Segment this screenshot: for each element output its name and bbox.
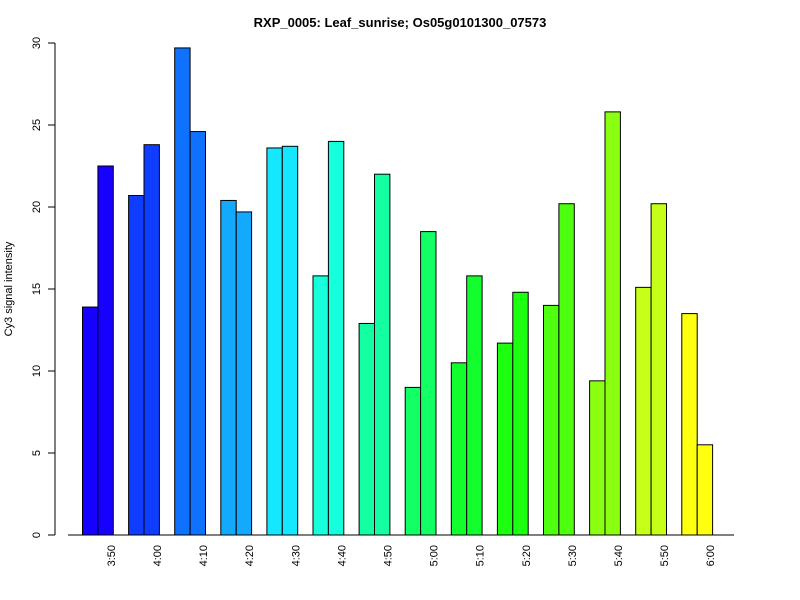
y-tick-label: 0 <box>31 532 43 538</box>
bar-420-1 <box>220 199 237 536</box>
x-tick-label: 4:20 <box>244 545 256 566</box>
x-tick-label: 4:00 <box>152 545 164 566</box>
x-tick-label: 5:40 <box>613 545 625 566</box>
bar-350-1 <box>82 306 99 536</box>
x-tick-label: 5:30 <box>567 545 579 566</box>
y-tick-label: 25 <box>31 119 43 131</box>
bar-350-2 <box>97 165 114 536</box>
y-tick-label: 15 <box>31 283 43 295</box>
bars <box>82 47 714 536</box>
bar-440-1 <box>312 275 329 536</box>
x-tick-label: 5:20 <box>521 545 533 566</box>
bar-400-1 <box>128 195 145 536</box>
bar-600-1 <box>681 313 698 536</box>
y-tick-label: 10 <box>31 365 43 377</box>
x-axis: 3:50 4:00 4:10 4:20 4:30 4:40 4:50 5:00 5:10 5:20… <box>68 534 734 566</box>
bar-540-1 <box>589 380 606 536</box>
bar-410-2 <box>189 131 207 536</box>
bar-430-1 <box>266 147 283 536</box>
bar-500-1 <box>404 386 422 536</box>
bar-530-2 <box>558 203 575 536</box>
x-tick-label: 4:30 <box>290 545 302 566</box>
x-tick-label: 5:00 <box>429 545 441 566</box>
bar-600-2 <box>696 444 714 536</box>
bar-400-2 <box>143 144 160 536</box>
bar-520-2 <box>512 291 529 536</box>
bar-450-1 <box>358 322 376 536</box>
x-tick-label: 5:50 <box>659 545 671 566</box>
y-tick-label: 20 <box>31 201 43 213</box>
bar-410-1 <box>174 47 191 536</box>
x-tick-label: 4:40 <box>336 545 348 566</box>
bar-550-2 <box>650 203 667 536</box>
y-tick-label: 5 <box>31 450 43 456</box>
bar-430-2 <box>281 145 299 536</box>
bar-440-2 <box>327 140 345 536</box>
bar-510-2 <box>466 275 483 536</box>
bar-540-2 <box>604 111 621 536</box>
y-axis: 0 5 10 15 20 25 30 <box>31 37 56 538</box>
bar-550-1 <box>635 286 652 536</box>
chart-title: RXP_0005: Leaf_sunrise; Os05g0101300_075… <box>254 15 547 30</box>
y-tick-label: 30 <box>31 37 43 49</box>
x-tick-label: 5:10 <box>475 545 487 566</box>
x-tick-label: 4:10 <box>198 545 210 566</box>
y-axis-label: Cy3 signal intensity <box>3 241 15 336</box>
x-tick-label: 6:00 <box>705 545 717 566</box>
bar-520-1 <box>496 342 514 536</box>
bar-450-2 <box>374 173 391 536</box>
x-tick-label: 3:50 <box>106 545 118 566</box>
bar-530-1 <box>543 304 560 536</box>
bar-420-2 <box>235 211 253 536</box>
bar-500-2 <box>420 231 437 536</box>
x-tick-label: 4:50 <box>383 545 395 566</box>
bar-510-1 <box>450 362 468 536</box>
